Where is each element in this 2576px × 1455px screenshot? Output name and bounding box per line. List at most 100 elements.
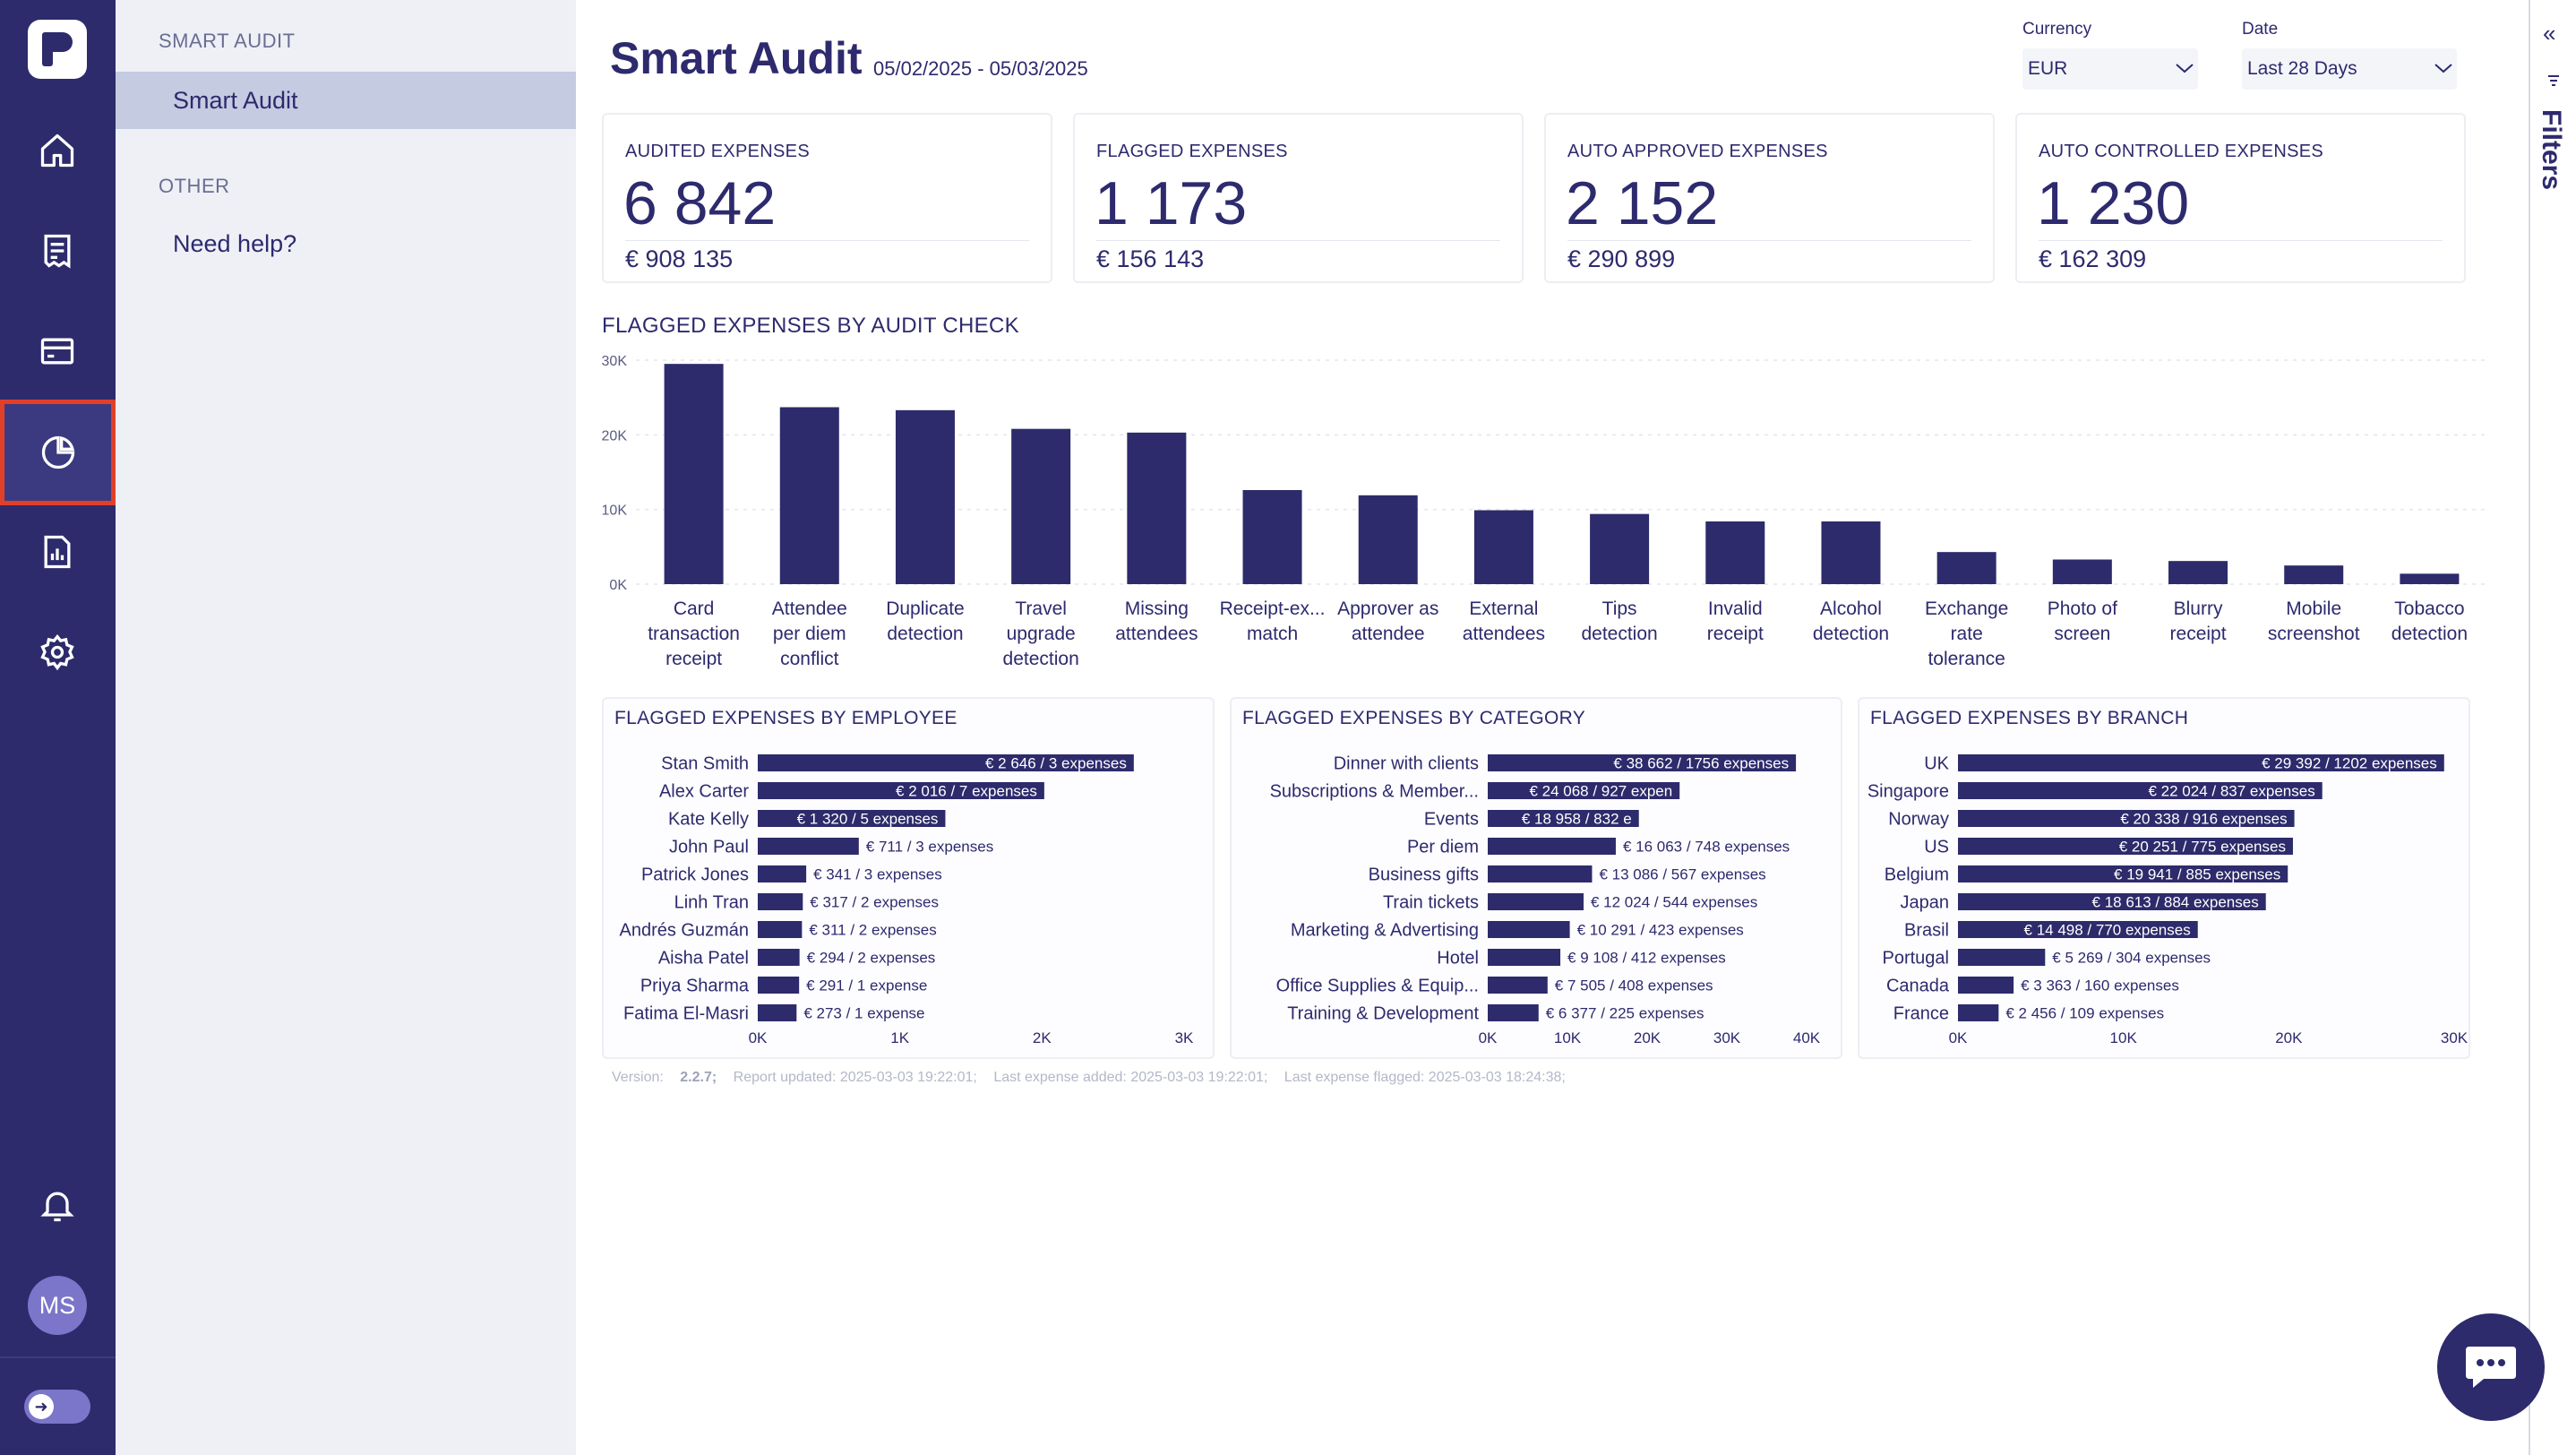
receipt-icon[interactable] [21,215,93,287]
x-tick-label: Alcohol detection [1813,598,1889,644]
bar [1488,1004,1539,1021]
pie-chart-icon[interactable] [0,400,116,505]
x-tick-label: 20K [2275,1029,2303,1046]
category-label: Events [1424,810,1479,830]
bar [1127,432,1187,584]
x-tick-label: Receipt-ex... match [1220,598,1326,644]
bar [1936,552,1996,584]
bar [758,977,800,994]
filters-label[interactable]: Filters [2537,109,2566,191]
category-label: Singapore [1868,782,1949,802]
data-label: € 7 505 / 408 expenses [1555,977,1713,994]
kpi-label: AUTO CONTROLLED EXPENSES [2039,142,2324,161]
data-label: € 20 251 / 775 expenses [2119,839,2286,856]
bar [779,407,839,584]
nav-item-need-help[interactable]: Need help? [173,229,297,257]
bar [1488,865,1593,882]
bar [1488,893,1584,910]
date-filter: Date Last 28 Days [2242,20,2457,90]
kpi-count: 1 230 [2037,169,2190,237]
data-label: € 311 / 2 expenses [809,922,936,939]
currency-select[interactable]: EUR [2022,48,2198,90]
category-label: US [1924,838,1949,857]
avatar[interactable]: MS [28,1276,87,1335]
main-content: Smart Audit 05/02/2025 - 05/03/2025 Curr… [576,0,2529,1455]
app-rail: MS ➜ [0,0,116,1455]
section-other: OTHER [159,175,230,197]
version-label: Version: [612,1070,664,1085]
bar [1590,513,1650,584]
data-label: € 341 / 3 expenses [813,866,942,883]
x-tick-label: 0K [1949,1029,1968,1046]
kpi-amount: € 290 899 [1567,245,1676,272]
data-label: € 14 498 / 770 expenses [2024,922,2191,939]
kpi-audited-expenses: AUDITED EXPENSES 6 842 € 908 135 [602,113,1052,283]
chart-title-audit-check: FLAGGED EXPENSES BY AUDIT CHECK [602,314,1019,338]
category-label: UK [1924,754,1949,774]
x-tick-label: 30K [2441,1029,2469,1046]
data-label: € 1 320 / 5 expenses [797,811,939,828]
data-label: € 13 086 / 567 expenses [1599,866,1765,883]
x-tick-label: Tobacco detection [2391,598,2468,644]
report-footer: Version: 2.2.7; Report updated: 2025-03-… [612,1070,1578,1086]
currency-label: Currency [2022,20,2092,39]
page-title: Smart Audit [610,33,863,83]
x-tick-label: Mobile screenshot [2268,598,2360,644]
data-label: € 294 / 2 expenses [807,950,936,967]
chart-title-category: FLAGGED EXPENSES BY CATEGORY [1242,708,1586,728]
category-label: Office Supplies & Equip... [1276,977,1479,996]
category-label: Japan [1901,893,1950,913]
category-label: Dinner with clients [1334,754,1479,774]
bar [758,754,1134,771]
date-select[interactable]: Last 28 Days [2242,48,2457,90]
bar [1958,782,2323,799]
bell-icon[interactable] [21,1169,93,1241]
theme-toggle[interactable]: ➜ [24,1390,90,1424]
category-label: Andrés Guzmán [619,921,749,941]
bar [1958,949,2046,966]
x-tick-label: 2K [1033,1029,1052,1046]
category-label: Training & Development [1287,1004,1479,1024]
bar [1488,754,1797,771]
app-logo[interactable] [28,20,87,79]
chart-title-branch: FLAGGED EXPENSES BY BRANCH [1870,708,2189,728]
chat-button[interactable] [2437,1313,2545,1421]
kpi-flagged-expenses: FLAGGED EXPENSES 1 173 € 156 143 [1073,113,1524,283]
chat-icon [2466,1347,2516,1388]
bar [1958,838,2293,855]
chevron-down-icon [2430,59,2457,80]
arrow-right-icon: ➜ [29,1394,54,1419]
gear-icon[interactable] [21,616,93,688]
report-icon[interactable] [21,516,93,588]
bar [758,865,807,882]
x-tick-label: Approver as attendee [1337,598,1438,644]
y-tick-label: 0K [609,578,627,593]
kpi-auto-approved-expenses: AUTO APPROVED EXPENSES 2 152 € 290 899 [1544,113,1995,283]
nav-item-smart-audit[interactable]: Smart Audit [116,72,576,129]
bar [758,838,859,855]
y-tick-label: 30K [602,354,627,369]
kpi-count: 6 842 [623,169,777,237]
employee-bar-chart: 0K 1K 2K 3K Stan Smith € 2 646 / 3 expenses Al… [619,754,1194,1047]
double-chevron-left-icon[interactable]: « [2543,20,2556,47]
data-label: € 18 613 / 884 expenses [2092,894,2259,911]
bar [1488,949,1561,966]
x-tick-label: Photo of screen [2048,598,2117,644]
report-updated: Report updated: 2025-03-03 19:22:01; [733,1070,977,1085]
card-icon[interactable] [21,315,93,387]
x-tick-label: 0K [1479,1029,1498,1046]
x-tick-label: Travel upgrade detection [1003,598,1079,669]
bar [2400,573,2460,584]
home-icon[interactable] [21,115,93,186]
bar [1958,754,2444,771]
bar [2052,559,2112,584]
bar [1488,810,1639,827]
kpi-amount: € 908 135 [625,245,734,272]
bar [758,893,803,910]
category-label: Norway [1888,810,1949,830]
category-label: Aisha Patel [658,949,749,969]
x-tick-label: 10K [2110,1029,2138,1046]
data-label: € 10 291 / 423 expenses [1577,922,1744,939]
y-tick-label: 20K [602,428,627,443]
data-label: € 5 269 / 304 expenses [2052,950,2211,967]
